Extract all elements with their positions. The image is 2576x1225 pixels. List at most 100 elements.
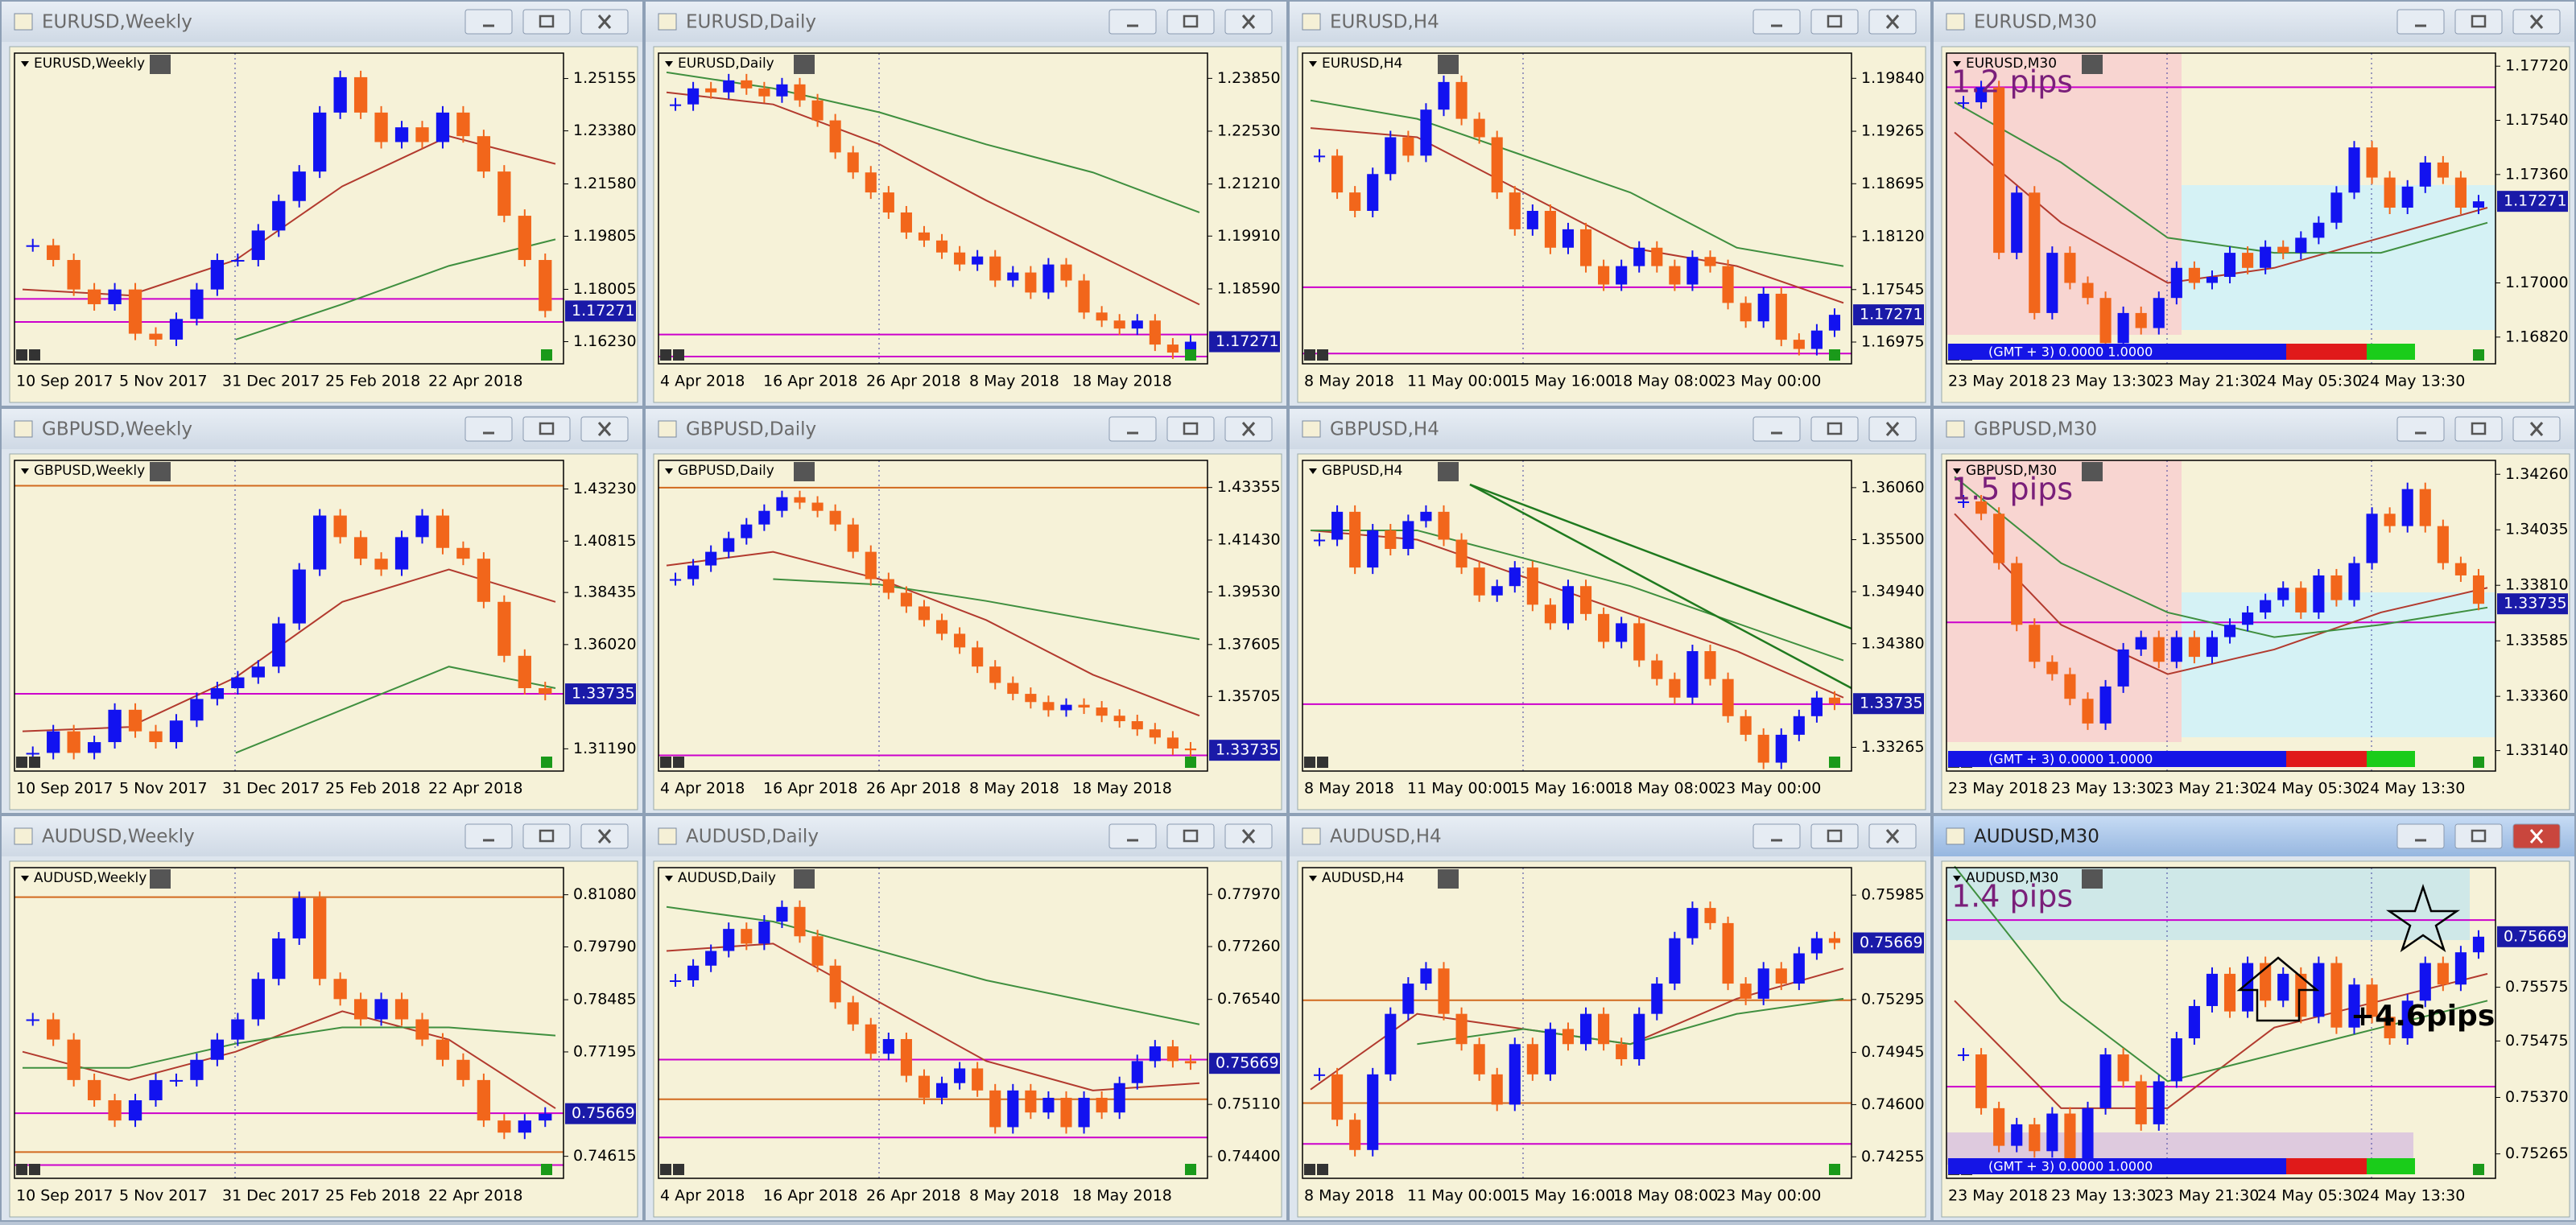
candle-body [2454,177,2467,208]
panel-label: AUDUSD,Weekly [34,870,147,886]
plot-border [1946,52,2496,365]
candle-body [1042,702,1055,711]
candle-body [794,84,806,101]
candle-body [353,999,368,1020]
minimize-button[interactable] [464,823,513,849]
status-bar [2367,751,2415,767]
candle-body [1402,137,1414,156]
maximize-button[interactable] [522,9,571,35]
close-glyph [597,422,612,436]
close-glyph [2529,829,2544,843]
candle-body [1828,938,1841,943]
candle-body [1993,1107,2005,1146]
x-tick-label: 23 May 00:00 [1716,1187,1821,1205]
candle-body [2188,1005,2200,1039]
candle-body [1957,501,1970,503]
candle-body [2206,277,2219,283]
candle-body [882,579,894,593]
candle-body [2472,201,2485,208]
candle-body [1651,247,1663,266]
candle-body [2082,699,2094,724]
candle-body [1544,211,1556,248]
minimize-button[interactable] [464,416,513,442]
candle-body [1810,330,1823,349]
candle-body [1491,586,1503,596]
window-icon [1302,13,1321,31]
minimize-button[interactable] [2396,823,2445,849]
price-box [565,300,636,322]
candle-body [1184,1061,1197,1064]
current-price: 1.17271 [1860,306,1923,324]
candle-body [1131,1061,1143,1083]
minimize-button[interactable] [2396,416,2445,442]
candle-body [108,709,122,743]
maximize-button[interactable] [1166,9,1215,35]
candle-body [1060,704,1072,711]
minimize-button[interactable] [1752,416,1801,442]
candle-body [1722,678,1734,716]
maximize-button[interactable] [1810,823,1859,849]
window-icon [1946,13,1965,31]
candle-body [2223,253,2236,278]
corner-icon [673,757,684,768]
candle-body [954,1068,966,1083]
minimize-button[interactable] [464,9,513,35]
price-box [1853,693,1924,715]
x-tick-label: 22 Apr 2018 [428,780,522,798]
x-tick-label: 15 May 16:00 [1510,373,1615,390]
x-tick-label: 8 May 2018 [969,373,1059,390]
zone [1946,868,2470,940]
pips-label: 1.4 pips [1951,879,2073,914]
candle-body [436,1039,450,1060]
x-tick-label: 23 May 00:00 [1716,373,1821,390]
candle-body [794,497,806,503]
candle-body [272,200,286,231]
candle-body [353,537,368,559]
x-tick-label: 24 May 05:30 [2257,373,2362,390]
corner-icon [1317,1164,1328,1175]
x-tick-label: 24 May 13:30 [2360,780,2465,798]
candle-body [989,666,1001,683]
candle-body [2170,1038,2182,1082]
minimize-button[interactable] [1752,9,1801,35]
candle-body [2277,246,2289,254]
candle-body [1060,264,1072,281]
x-tick-label: 25 Feb 2018 [325,780,420,798]
candle-body [1562,586,1575,624]
y-tick-label: 1.36060 [1861,478,1925,496]
y-tick-label: 0.75475 [2505,1032,2569,1050]
maximize-button[interactable] [522,823,571,849]
candle-body [1740,716,1752,735]
minimize-button[interactable] [1752,823,1801,849]
status-bar [1948,1158,2351,1174]
maximize-button[interactable] [1810,9,1859,35]
chart-window: GBPUSD,Weekly 1.43230 1.40815 1.38435 1.3602… [0,407,644,815]
maximize-glyph [1183,422,1199,435]
maximize-button[interactable] [2454,416,2503,442]
maximize-button[interactable] [2454,823,2503,849]
maximize-button[interactable] [2454,9,2503,35]
candle-body [456,112,470,137]
candle-body [1166,344,1179,353]
candle-body [67,260,80,290]
y-tick-label: 1.43355 [1217,478,1281,496]
candle-body [87,742,101,753]
price-box [1209,1053,1280,1074]
maximize-button[interactable] [1166,416,1215,442]
candle-body [333,76,347,113]
moving-average [666,942,1200,1091]
maximize-button[interactable] [522,416,571,442]
minimize-button[interactable] [1108,9,1157,35]
candle-body [2099,298,2112,344]
y-tick-label: 1.23380 [573,122,637,139]
maximize-button[interactable] [1166,823,1215,849]
candle-body [2064,674,2076,699]
x-tick-label: 18 May 2018 [1072,780,1172,798]
candle-body [1526,1044,1538,1074]
maximize-button[interactable] [1810,416,1859,442]
minimize-button[interactable] [1108,416,1157,442]
minimize-button[interactable] [1108,823,1157,849]
minimize-button[interactable] [2396,9,2445,35]
candle-body [918,606,931,621]
expert-icon [150,55,171,74]
